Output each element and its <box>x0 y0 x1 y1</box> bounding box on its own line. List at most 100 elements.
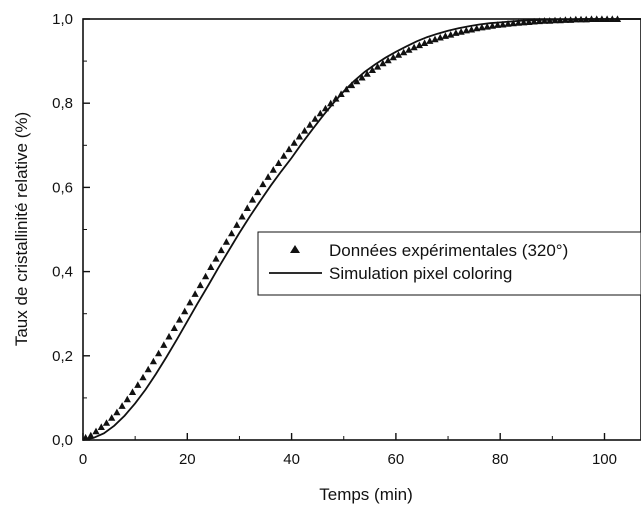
x-tick-label: 60 <box>388 451 405 468</box>
y-axis-label: Taux de cristallinité relative (%) <box>12 112 31 346</box>
data-point <box>92 427 100 435</box>
data-point <box>228 229 236 237</box>
data-point <box>134 381 142 388</box>
legend-label-experimental: Données expérimentales (320°) <box>329 241 568 260</box>
data-point <box>181 307 189 315</box>
legend-label-simulation: Simulation pixel coloring <box>329 264 512 283</box>
x-tick-label: 0 <box>79 451 87 468</box>
data-point <box>285 145 293 153</box>
series-markers-experimental <box>82 15 622 441</box>
data-point <box>290 139 298 146</box>
data-point <box>264 173 272 180</box>
data-point <box>467 25 476 33</box>
data-point <box>165 332 173 340</box>
data-point <box>139 373 147 381</box>
data-point <box>478 23 486 31</box>
data-point <box>186 298 194 306</box>
data-point <box>175 316 184 323</box>
data-point <box>248 196 257 203</box>
data-point <box>97 423 105 430</box>
data-point <box>149 357 157 365</box>
data-point <box>363 70 371 77</box>
data-point <box>155 349 163 357</box>
y-tick-label: 0,2 <box>52 348 73 365</box>
plot-area <box>82 18 641 441</box>
y-tick-label: 0,6 <box>52 179 73 196</box>
data-point <box>269 166 277 173</box>
legend-marker-triangle <box>290 245 300 253</box>
data-point <box>170 324 178 331</box>
x-tick-label: 100 <box>592 451 617 468</box>
data-point <box>202 272 210 280</box>
data-point <box>259 180 267 188</box>
data-point <box>243 204 251 211</box>
data-point <box>504 20 512 27</box>
data-point <box>316 109 324 117</box>
data-point <box>525 18 533 25</box>
legend-box <box>257 231 641 296</box>
data-point <box>301 127 309 134</box>
data-point <box>379 59 387 67</box>
data-point <box>238 212 246 220</box>
data-point <box>441 32 449 39</box>
x-axis: 0 20 40 60 80 100 <box>79 433 617 468</box>
data-point <box>384 56 392 64</box>
y-tick-label: 0,4 <box>52 264 73 281</box>
data-point <box>295 132 303 140</box>
data-point <box>123 395 131 403</box>
data-point <box>499 20 507 28</box>
data-point <box>87 431 95 439</box>
data-point <box>473 24 481 32</box>
x-axis-label: Temps (min) <box>319 485 413 504</box>
plot-frame <box>82 18 641 441</box>
data-point <box>191 290 199 297</box>
series-layer <box>82 15 641 441</box>
series-line-simulation <box>82 18 641 441</box>
x-tick-label: 80 <box>492 451 509 468</box>
data-point <box>415 41 423 49</box>
data-point <box>128 388 137 395</box>
data-point <box>368 66 376 73</box>
x-tick-label: 40 <box>283 451 300 468</box>
data-point <box>436 33 444 41</box>
data-point <box>488 22 496 29</box>
data-point <box>217 246 225 254</box>
data-point <box>275 159 283 166</box>
data-point <box>332 95 340 102</box>
y-axis: 0,0 0,2 0,4 0,6 0,8 1,0 <box>52 11 90 449</box>
data-point <box>358 73 366 81</box>
data-point <box>118 402 126 409</box>
data-point <box>447 31 455 38</box>
data-point <box>530 17 538 25</box>
data-point <box>306 121 314 128</box>
data-point <box>196 281 204 289</box>
data-point <box>233 221 241 228</box>
data-point <box>144 365 152 373</box>
data-point <box>394 51 403 58</box>
data-point <box>509 19 517 27</box>
data-point <box>374 63 382 70</box>
data-point <box>421 39 429 46</box>
data-point <box>212 255 220 262</box>
data-point <box>431 35 439 43</box>
y-tick-label: 0,0 <box>52 432 73 449</box>
data-point <box>207 263 215 270</box>
data-point <box>353 77 361 85</box>
data-point <box>426 37 434 44</box>
data-point <box>400 48 408 56</box>
data-point <box>113 408 121 416</box>
legend: Données expérimentales (320°) Simulation… <box>257 231 641 296</box>
data-point <box>389 53 397 61</box>
data-point <box>452 29 460 36</box>
data-point <box>462 26 470 34</box>
data-point <box>108 414 116 421</box>
data-point <box>405 46 413 53</box>
data-point <box>222 238 230 245</box>
data-point <box>494 21 502 28</box>
data-point <box>102 419 111 426</box>
data-point <box>160 341 168 348</box>
data-point <box>254 188 262 196</box>
data-point <box>514 19 522 26</box>
data-point <box>483 23 491 30</box>
